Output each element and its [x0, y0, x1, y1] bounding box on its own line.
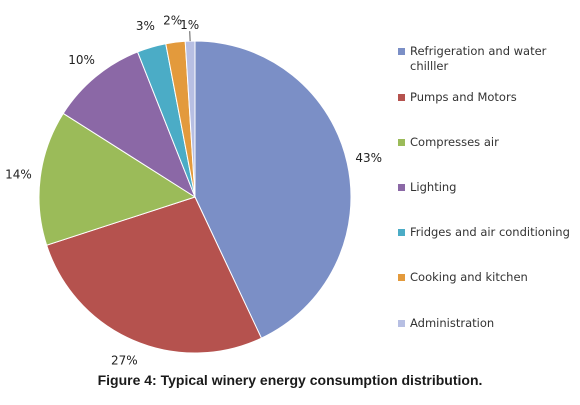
- legend-label-administration: Administration: [410, 316, 495, 330]
- slice-label-administration: 1%: [180, 18, 199, 32]
- slice-label-lighting: 10%: [68, 53, 95, 67]
- legend-swatch-administration: [398, 320, 405, 327]
- pie-slice-pumps: [46, 196, 263, 354]
- legend-label-fridges: Fridges and air conditioning: [410, 225, 570, 239]
- legend-label-lighting: Lighting: [410, 180, 457, 194]
- legend-label-pumps: Pumps and Motors: [410, 90, 517, 104]
- legend-swatch-refrigeration: [398, 48, 405, 55]
- legend-label-cooking: Cooking and kitchen: [410, 270, 528, 284]
- legend-label-compressed-air: Compresses air: [410, 135, 499, 149]
- pie-slice-refrigeration: [194, 40, 352, 339]
- pie-slice-compressed-air: [38, 112, 197, 246]
- legend-swatch-compressed-air: [398, 139, 405, 146]
- pie-chart: 43% 27% 14% 10% 3% 2%1%: [5, 13, 382, 367]
- legend-swatch-cooking: [398, 274, 405, 281]
- slice-label-fridges: 3%: [136, 19, 155, 33]
- pie-slice-lighting: [62, 51, 197, 199]
- legend-swatch-lighting: [398, 184, 405, 191]
- legend-swatch-pumps: [398, 94, 405, 101]
- slice-label-refrigeration: 43%: [355, 151, 382, 165]
- figure-caption: Figure 4: Typical winery energy consumpt…: [97, 372, 483, 388]
- slice-label-compressed-air: 14%: [5, 168, 32, 182]
- legend-label-refrigeration: Refrigeration and water chilller: [410, 44, 547, 73]
- slice-label-cooking: 2%: [163, 13, 182, 27]
- legend-swatch-fridges: [398, 229, 405, 236]
- slice-label-pumps: 27%: [111, 353, 138, 367]
